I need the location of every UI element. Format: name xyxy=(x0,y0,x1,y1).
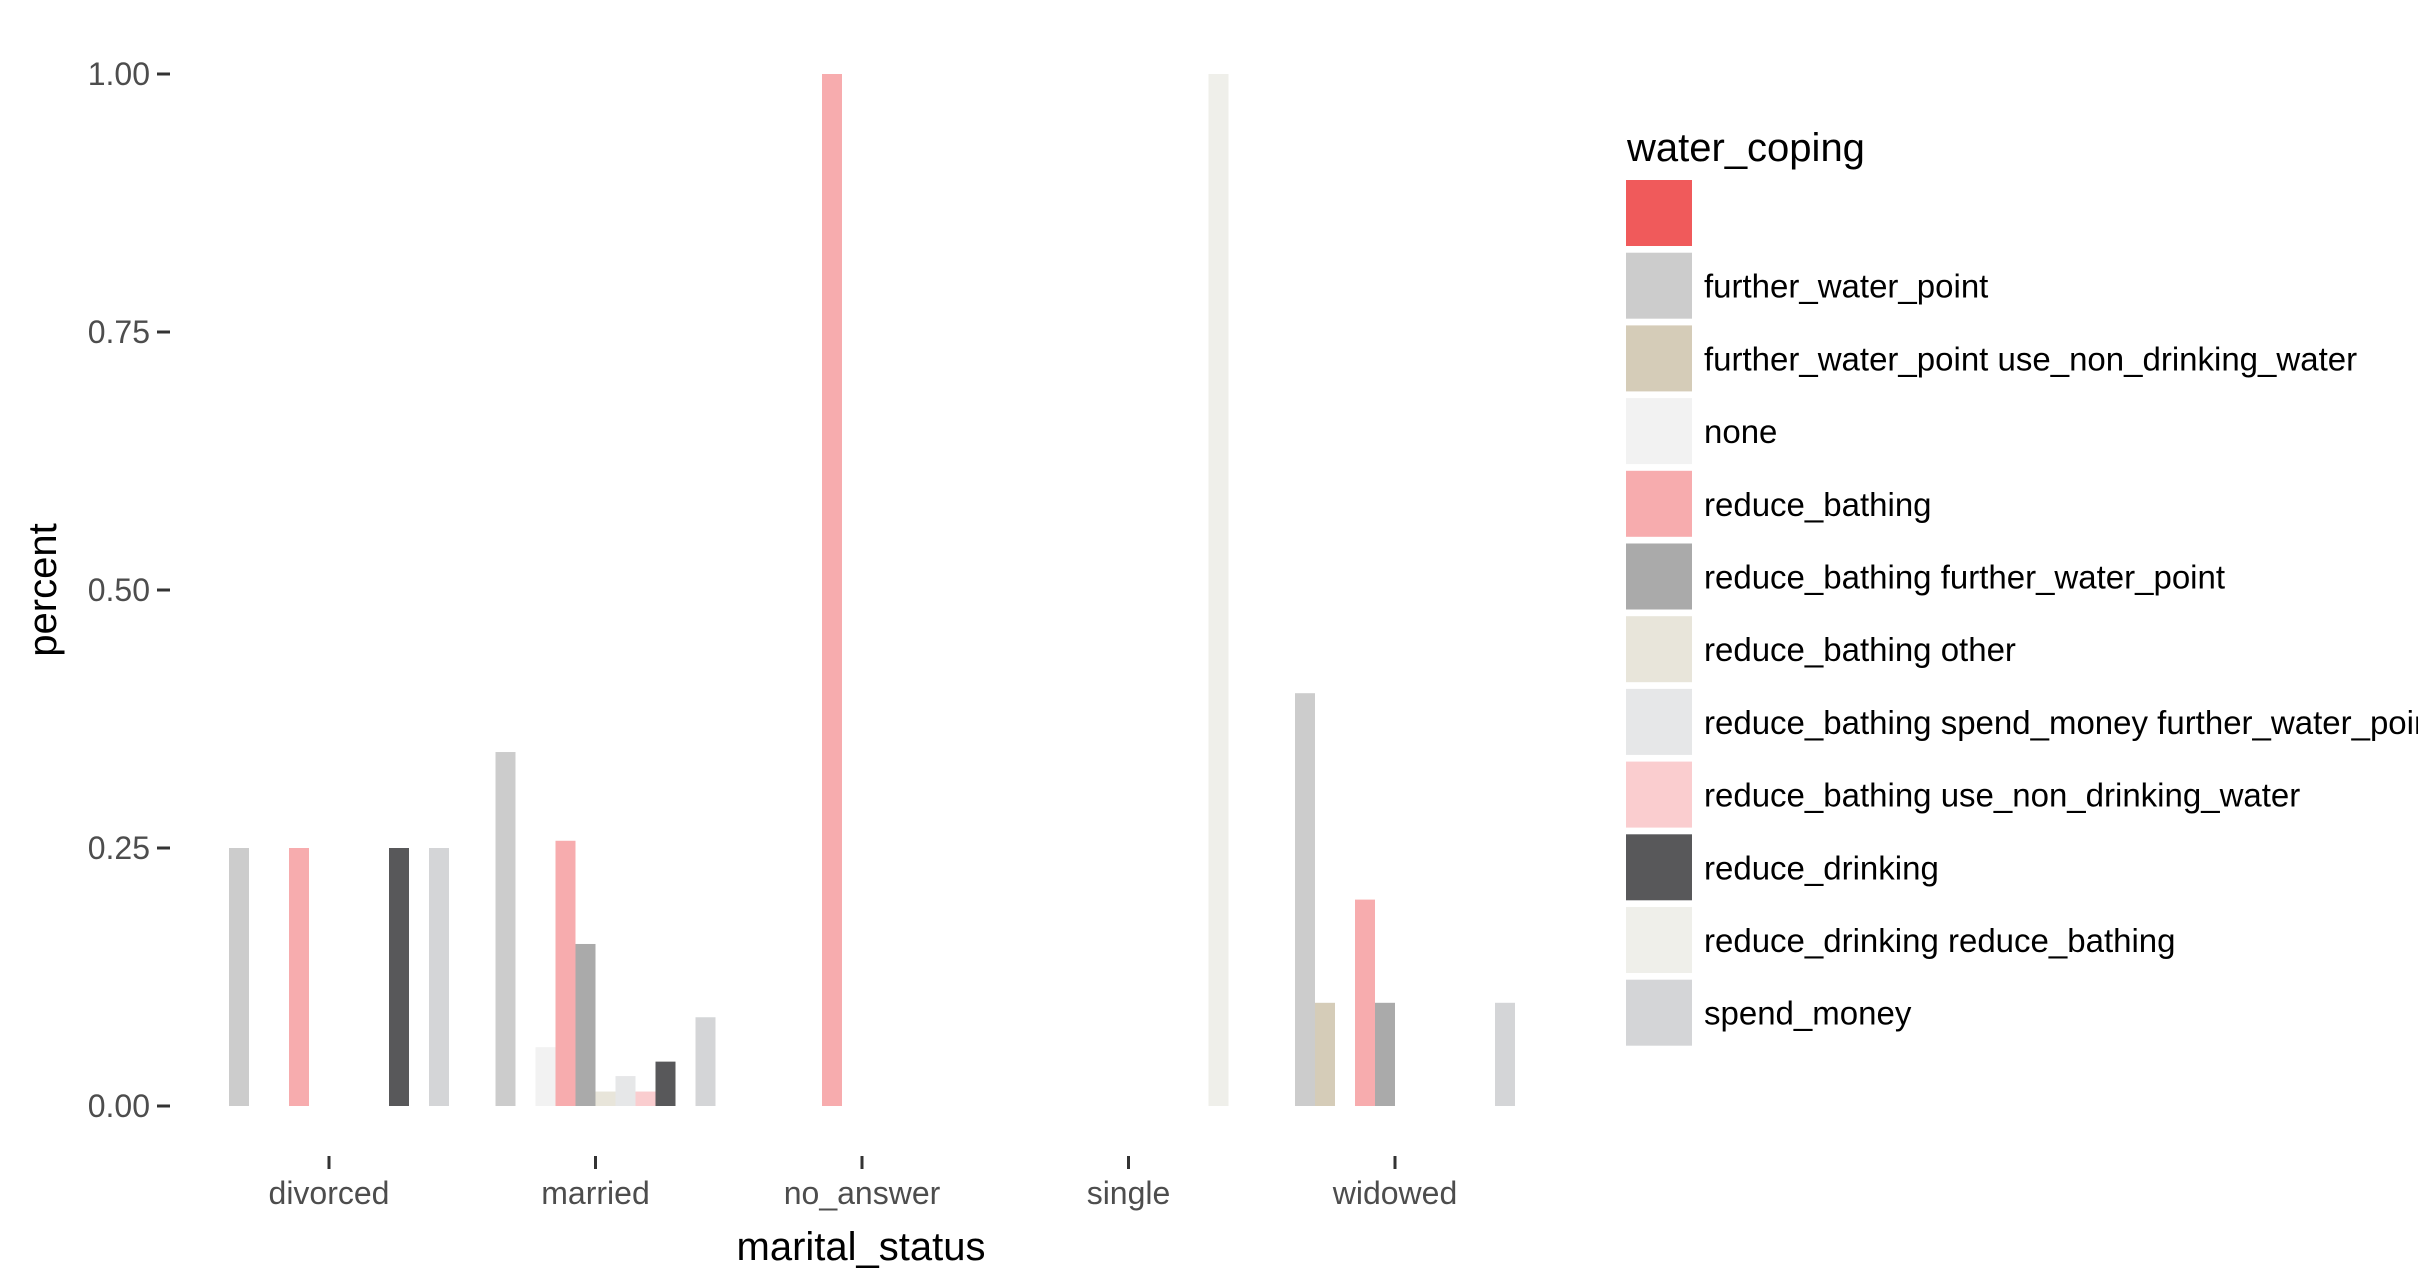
legend-key xyxy=(1626,761,1692,828)
legend-label: reduce_bathing use_non_drinking_water xyxy=(1704,777,2300,814)
legend-key xyxy=(1626,688,1692,755)
legend-label: reduce_drinking reduce_bathing xyxy=(1704,922,2176,959)
legend-key xyxy=(1626,252,1692,319)
legend-key xyxy=(1626,907,1692,973)
bar xyxy=(229,848,249,1106)
legend-key xyxy=(1626,543,1692,610)
bar xyxy=(289,848,309,1106)
legend-label: reduce_bathing spend_money further_water… xyxy=(1704,704,2418,741)
bar xyxy=(429,848,449,1106)
legend-label: reduce_bathing other xyxy=(1704,631,2016,668)
legend-label: none xyxy=(1704,413,1777,450)
bar xyxy=(615,1076,636,1106)
bar xyxy=(695,1017,716,1106)
x-tick-label: divorced xyxy=(269,1175,390,1211)
y-tick-label: 1.00 xyxy=(88,56,150,92)
y-tick-label: 0.00 xyxy=(88,1088,150,1124)
bar xyxy=(635,1091,656,1106)
legend-key xyxy=(1626,398,1692,465)
x-axis-title: marital_status xyxy=(737,1225,986,1269)
legend-title: water_coping xyxy=(1626,126,1865,170)
bar xyxy=(1208,74,1229,1106)
x-tick-label: married xyxy=(541,1175,649,1211)
legend-label: reduce_bathing xyxy=(1704,486,1932,523)
legend-key xyxy=(1626,616,1692,683)
bar xyxy=(575,943,596,1106)
bar xyxy=(655,1061,676,1106)
y-tick-label: 0.50 xyxy=(88,572,150,608)
x-tick-label: single xyxy=(1087,1175,1171,1211)
legend-key xyxy=(1626,325,1692,392)
bar xyxy=(1355,899,1375,1106)
plot-area xyxy=(229,74,1515,1106)
legend-key xyxy=(1626,470,1692,537)
y-tick-label: 0.25 xyxy=(88,830,150,866)
legend-key xyxy=(1626,180,1692,246)
bar xyxy=(555,840,576,1106)
legend-label: further_water_point xyxy=(1704,268,1988,305)
legend-label: spend_money xyxy=(1704,995,1912,1032)
legend-key xyxy=(1626,834,1692,901)
bar xyxy=(535,1047,556,1106)
y-axis: 0.00 0.25 0.50 0.75 1.00 xyxy=(88,56,170,1124)
legend: water_coping further_water_point further_… xyxy=(1626,126,2418,1046)
x-axis: divorced married no_answer single widowed xyxy=(269,1156,1458,1211)
bar xyxy=(1375,1002,1395,1106)
bar xyxy=(822,74,842,1106)
bar xyxy=(595,1091,616,1106)
y-axis-title: percent xyxy=(21,523,65,656)
legend-label: reduce_bathing further_water_point xyxy=(1704,559,2225,596)
legend-key xyxy=(1626,979,1692,1046)
bar xyxy=(1315,1002,1335,1106)
legend-label: reduce_drinking xyxy=(1704,849,1939,886)
bar xyxy=(1495,1002,1515,1106)
bar xyxy=(389,848,409,1106)
x-tick-label: no_answer xyxy=(784,1175,941,1211)
y-tick-label: 0.75 xyxy=(88,314,150,350)
x-tick-label: widowed xyxy=(1332,1175,1458,1211)
legend-label: further_water_point use_non_drinking_wat… xyxy=(1704,340,2357,377)
bar xyxy=(495,752,516,1106)
bar xyxy=(1295,693,1315,1106)
